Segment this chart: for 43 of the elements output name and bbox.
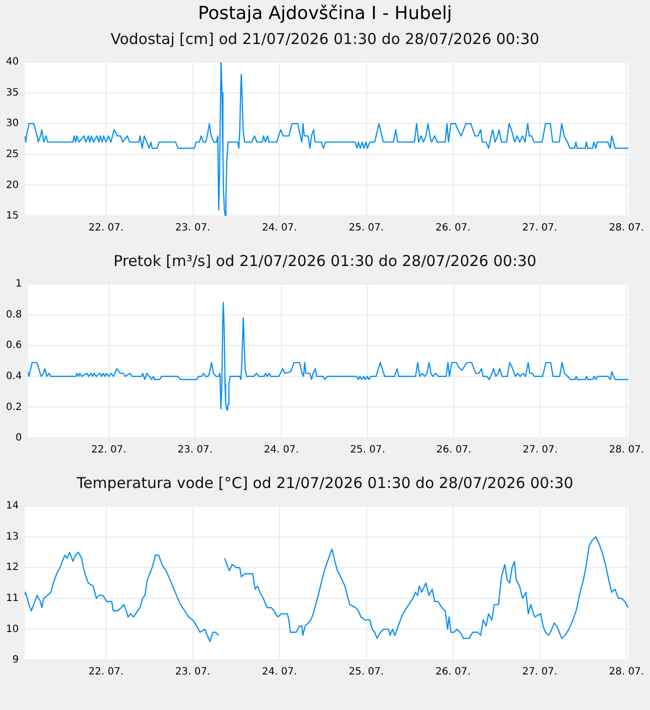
x-tick-label: 28. 07. (608, 222, 644, 234)
y-tick-label: 20 (6, 180, 19, 191)
y-tick-label: 30 (6, 118, 19, 130)
chart-subtitle: Temperatura vode [°C] od 21/07/2026 01:30 do 28/07/2026 00:30 (76, 473, 574, 494)
x-tick-label: 22. 07. (91, 444, 126, 456)
y-tick-label: 9 (12, 654, 19, 666)
y-tick-label: 0.2 (6, 402, 22, 413)
x-tick-label: 23. 07. (175, 666, 210, 678)
x-tick-label: 27. 07. (522, 444, 558, 456)
y-tick-label: 0 (16, 432, 22, 444)
x-tick-label: 24. 07. (262, 222, 298, 234)
chart-subtitle: Pretok [m³/s] od 21/07/2026 01:30 do 28/07/2026 00:30 (112, 251, 538, 272)
x-tick-label: 28. 07. (608, 666, 644, 678)
x-tick-label: 23. 07. (175, 222, 210, 234)
x-tick-label: 25. 07. (348, 666, 384, 678)
y-tick-label: 0.6 (6, 340, 22, 352)
y-tick-label: 12 (6, 562, 19, 574)
x-tick-label: 23. 07. (178, 444, 213, 456)
y-tick-label: 40 (6, 56, 19, 68)
y-tick-label: 1 (16, 278, 22, 290)
x-tick-label: 26. 07. (436, 444, 472, 456)
x-tick-label: 26. 07. (436, 666, 471, 678)
y-tick-label: 13 (6, 531, 19, 542)
x-tick-label: 22. 07. (88, 666, 124, 678)
y-tick-label: 11 (6, 592, 19, 604)
x-tick-label: 22. 07. (88, 222, 124, 234)
chart-subtitle: Vodostaj [cm] od 21/07/2026 01:30 do 28/07/2026 00:30 (110, 29, 540, 50)
x-tick-label: 24. 07. (264, 444, 299, 456)
x-tick-label: 25. 07. (350, 444, 386, 456)
y-tick-label: 25 (6, 148, 19, 160)
x-tick-label: 24. 07. (262, 666, 298, 678)
y-tick-label: 0.4 (6, 370, 22, 382)
y-tick-label: 0.8 (6, 309, 22, 320)
y-tick-label: 15 (6, 210, 19, 222)
x-tick-label: 28. 07. (608, 444, 644, 456)
x-tick-label: 27. 07. (522, 222, 558, 234)
y-tick-label: 10 (6, 624, 19, 635)
x-tick-label: 25. 07. (348, 222, 384, 234)
x-tick-label: 27. 07. (522, 666, 558, 678)
y-tick-label: 14 (6, 500, 19, 512)
y-tick-label: 35 (6, 87, 19, 98)
chart-title: Postaja Ajdovščina I - Hubelj (197, 2, 453, 26)
x-tick-label: 26. 07. (436, 222, 471, 234)
